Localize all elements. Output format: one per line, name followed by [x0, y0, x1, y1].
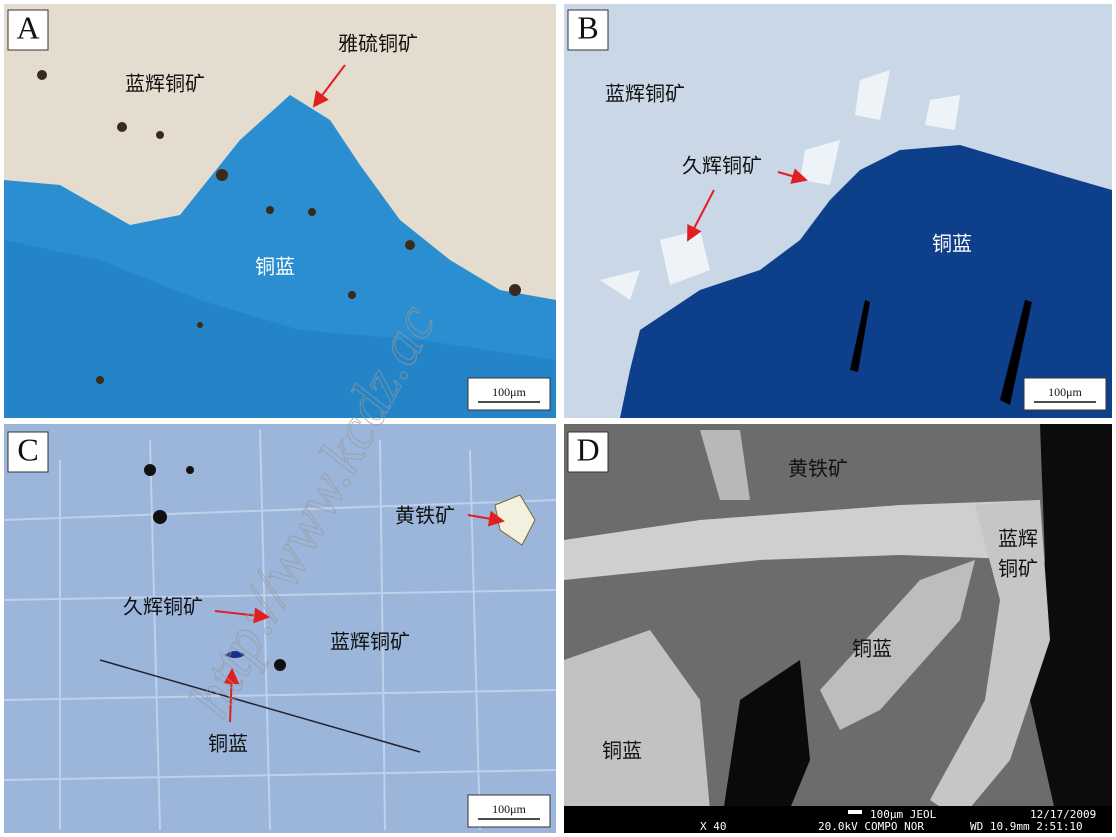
mineral-label: 久辉铜矿 — [682, 154, 762, 178]
sem-info-bar — [564, 806, 1112, 833]
mineral-label: 蓝辉铜矿 — [125, 72, 205, 96]
panel-letter: B — [577, 9, 598, 45]
mineral-label: 黄铁矿 — [395, 504, 455, 528]
mineral-label: 铜蓝 — [932, 232, 972, 256]
panel-c: C 黄铁矿 久辉铜矿 蓝辉铜矿 铜蓝 100μm — [4, 424, 556, 833]
mineral-label: 蓝辉铜矿 — [330, 630, 410, 654]
mineral-label: 蓝辉铜矿 — [605, 82, 685, 106]
panel-letter: C — [17, 431, 38, 467]
sem-info: 12/17/2009 — [1030, 808, 1096, 821]
mineral-label: 铜矿 — [998, 557, 1038, 581]
mineral-label: 铜蓝 — [255, 255, 295, 279]
sem-info: 100μm JEOL — [870, 808, 937, 821]
scale-bar-label: 100μm — [492, 385, 526, 399]
mineral-label: 铜蓝 — [852, 637, 892, 661]
scale-bar-box — [467, 377, 551, 411]
scale-bar-label: 100μm — [492, 802, 526, 816]
panel-letter-box — [7, 431, 49, 473]
mineral-label: 黄铁矿 — [788, 457, 848, 481]
arrow — [777, 168, 808, 184]
sem-info: X 40 — [700, 820, 727, 833]
mineral-label: 铜蓝 — [208, 732, 248, 756]
panel-letter: D — [576, 431, 599, 467]
panel-letter-box — [567, 9, 609, 51]
scale-bar-box — [1023, 377, 1107, 411]
panel-letter: A — [16, 9, 39, 45]
panel-a: A 蓝辉铜矿 雅硫铜矿 铜蓝 100μm — [4, 4, 556, 418]
scale-bar-box — [467, 794, 551, 828]
mineral-label: 雅硫铜矿 — [338, 32, 418, 56]
mineral-label: 久辉铜矿 — [123, 595, 203, 619]
mineral-label: 铜蓝 — [602, 739, 642, 763]
scale-bar-label: 100μm — [1048, 385, 1082, 399]
panel-d: D 黄铁矿 蓝辉 铜矿 铜蓝 铜蓝 100μm JEOL 12/17/2009 … — [564, 424, 1112, 833]
arrow — [467, 510, 505, 527]
scale-bar — [848, 810, 862, 814]
arrow — [223, 668, 240, 723]
panel-letter-box — [567, 431, 609, 473]
arrow — [214, 607, 270, 624]
arrow — [687, 189, 715, 242]
panel-letter-box — [7, 9, 49, 51]
mineral-label: 蓝辉 — [998, 527, 1038, 551]
sem-info: WD 10.9mm 2:51:10 — [970, 820, 1083, 833]
arrow — [312, 64, 346, 108]
panel-b: B 蓝辉铜矿 久辉铜矿 铜蓝 100μm — [564, 4, 1112, 418]
sem-info: 20.0kV COMPO NOR — [818, 820, 924, 833]
